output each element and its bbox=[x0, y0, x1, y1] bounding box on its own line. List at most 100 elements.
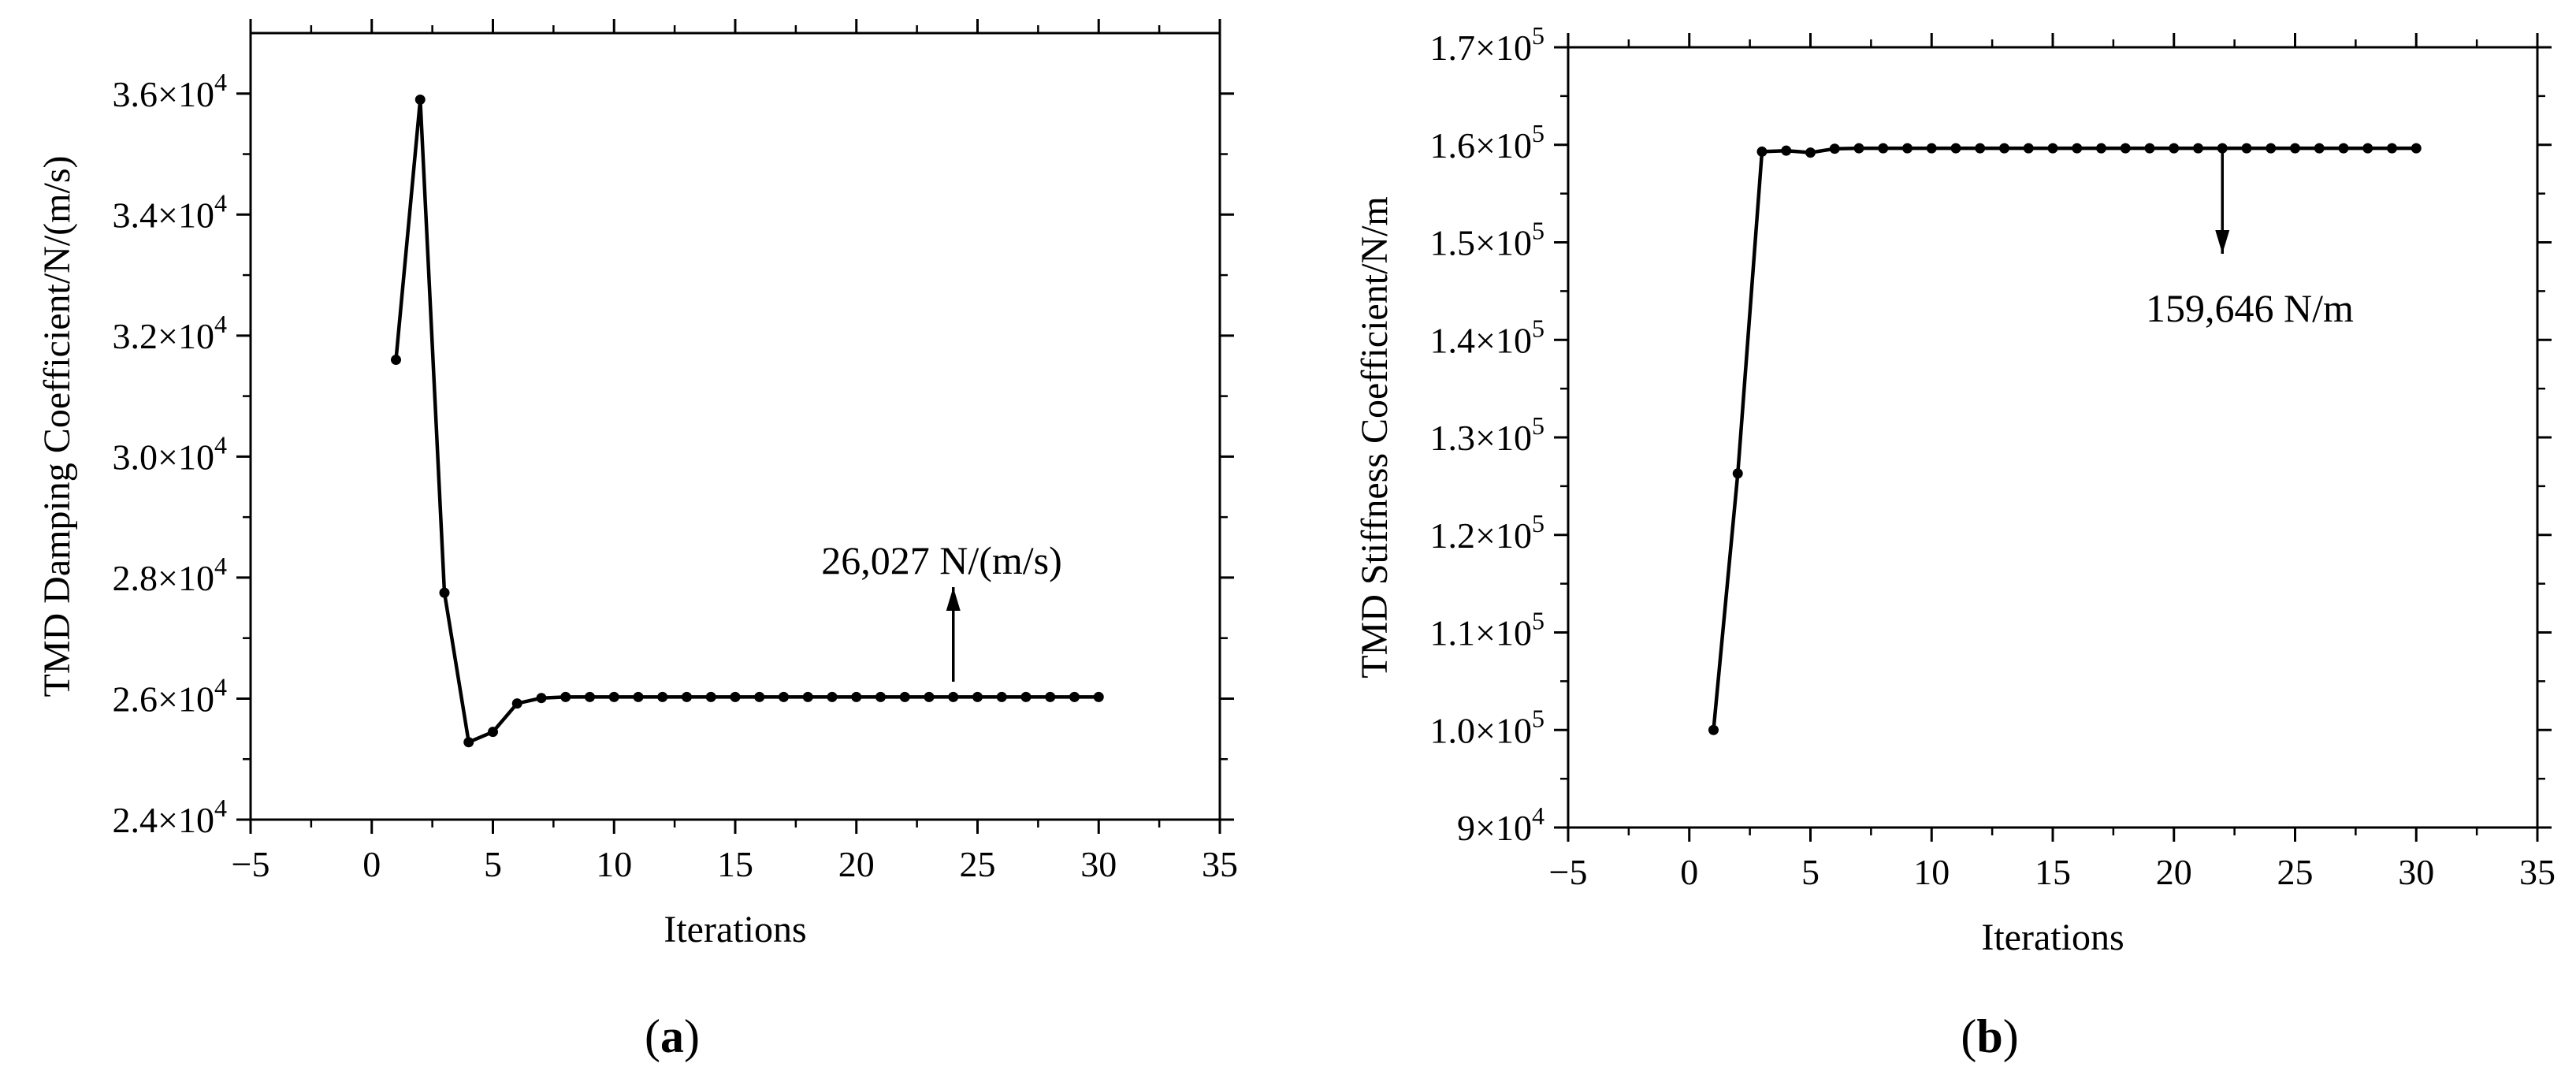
y-tick-mantissa: 2.6×10 bbox=[113, 679, 214, 719]
y-tick-label: 1.1×105 bbox=[1430, 607, 1544, 653]
x-tick-label: 5 bbox=[1801, 852, 1820, 892]
x-tick-label: 0 bbox=[1680, 852, 1698, 892]
data-point bbox=[1708, 724, 1719, 735]
series-line bbox=[394, 98, 1099, 744]
data-point bbox=[488, 727, 498, 738]
y-tick-exponent: 5 bbox=[1532, 411, 1544, 440]
x-tick-label: −5 bbox=[232, 844, 270, 884]
y-tick-exponent: 4 bbox=[1532, 801, 1544, 830]
data-point bbox=[875, 691, 886, 702]
x-tick-label: 5 bbox=[484, 844, 502, 884]
data-point bbox=[560, 691, 571, 702]
y-tick-exponent: 4 bbox=[214, 188, 227, 217]
y-tick-mantissa: 1.1×10 bbox=[1430, 613, 1532, 653]
data-point bbox=[391, 355, 401, 366]
y-axis-label: TMD Stiffness Coefficient/N/m bbox=[1354, 196, 1396, 679]
data-point bbox=[1045, 691, 1056, 702]
data-point bbox=[1020, 691, 1032, 702]
data-point bbox=[585, 691, 595, 702]
data-point bbox=[2266, 143, 2277, 154]
data-point bbox=[1093, 691, 1104, 702]
data-point bbox=[608, 691, 619, 702]
data-point bbox=[1878, 143, 1889, 154]
data-point bbox=[1926, 143, 1937, 154]
x-tick-label: 10 bbox=[596, 844, 632, 884]
data-point bbox=[2072, 143, 2083, 154]
annotation-label: 159,646 N/m bbox=[2146, 286, 2354, 330]
y-tick-label: 9×104 bbox=[1457, 801, 1544, 848]
data-point bbox=[2387, 143, 2397, 154]
y-tick-exponent: 4 bbox=[214, 310, 227, 338]
y-tick-mantissa: 2.8×10 bbox=[113, 558, 214, 598]
y-tick-mantissa: 1.5×10 bbox=[1430, 223, 1532, 263]
panel-label-part: ) bbox=[2003, 1010, 2019, 1062]
data-point bbox=[2169, 143, 2180, 154]
data-point bbox=[924, 691, 935, 702]
data-point bbox=[851, 691, 862, 702]
y-tick-label: 1.3×105 bbox=[1430, 411, 1544, 458]
y-tick-exponent: 5 bbox=[1532, 217, 1544, 245]
data-point bbox=[2023, 143, 2034, 154]
data-point bbox=[1975, 143, 1986, 154]
series-line bbox=[1712, 146, 2417, 731]
panel-label: (a) bbox=[645, 1010, 700, 1062]
data-point bbox=[633, 691, 644, 702]
data-point bbox=[1853, 143, 1864, 154]
y-tick-mantissa: 3.4×10 bbox=[113, 195, 214, 235]
data-point bbox=[2411, 143, 2422, 154]
annotation-label: 26,027 N/(m/s) bbox=[821, 538, 1062, 582]
data-point bbox=[2241, 143, 2252, 154]
y-tick-mantissa: 3.0×10 bbox=[113, 437, 214, 477]
data-point bbox=[2193, 143, 2203, 154]
y-tick-exponent: 4 bbox=[214, 552, 227, 580]
y-tick-exponent: 5 bbox=[1532, 21, 1544, 50]
x-tick-label: 35 bbox=[2519, 852, 2556, 892]
data-point bbox=[536, 693, 547, 704]
y-tick-label: 2.8×104 bbox=[113, 552, 227, 598]
y-tick-mantissa: 3.6×10 bbox=[113, 74, 214, 114]
x-tick-label: 10 bbox=[1913, 852, 1950, 892]
data-point bbox=[1756, 146, 1768, 157]
annotation-arrowhead bbox=[946, 587, 961, 611]
y-tick-exponent: 5 bbox=[1532, 607, 1544, 635]
x-tick-label: 35 bbox=[1202, 844, 1238, 884]
data-point bbox=[1781, 145, 1792, 156]
data-point bbox=[2290, 143, 2300, 154]
x-tick-label: 25 bbox=[2277, 852, 2314, 892]
x-tick-label: 30 bbox=[2398, 852, 2434, 892]
y-tick-label: 1.2×105 bbox=[1430, 509, 1544, 556]
chart-panel-b: −5 0 5 10 15 20 25 30 359×1041.0×1051.1×1051.2×1… bbox=[1354, 21, 2556, 1062]
y-tick-mantissa: 1.6×10 bbox=[1430, 125, 1532, 166]
data-point bbox=[1950, 143, 1961, 154]
x-tick-label: 15 bbox=[717, 844, 753, 884]
data-point bbox=[2120, 143, 2131, 154]
data-point bbox=[1829, 143, 1840, 154]
data-point bbox=[827, 691, 838, 702]
y-tick-mantissa: 1.2×10 bbox=[1430, 515, 1532, 556]
panel-label-part: b bbox=[1976, 1010, 2002, 1062]
x-tick-label: 25 bbox=[960, 844, 996, 884]
data-point bbox=[2338, 143, 2349, 154]
panel-label-part: ( bbox=[1961, 1010, 1976, 1062]
x-tick-label: −5 bbox=[1549, 852, 1588, 892]
y-tick-exponent: 4 bbox=[214, 68, 227, 96]
x-tick-label: 0 bbox=[362, 844, 381, 884]
x-tick-label: 20 bbox=[2156, 852, 2192, 892]
y-tick-mantissa: 1.7×10 bbox=[1430, 28, 1532, 68]
y-tick-label: 2.6×104 bbox=[113, 672, 227, 719]
panel-label-part: a bbox=[660, 1010, 684, 1062]
y-tick-label: 1.5×105 bbox=[1430, 217, 1544, 263]
x-tick-label: 20 bbox=[838, 844, 875, 884]
data-point bbox=[705, 691, 716, 702]
panel-label: (b) bbox=[1961, 1010, 2018, 1062]
x-tick-label: 30 bbox=[1080, 844, 1117, 884]
y-tick-label: 2.4×104 bbox=[113, 794, 227, 840]
y-tick-mantissa: 2.4×10 bbox=[113, 800, 214, 840]
data-point bbox=[2096, 143, 2106, 154]
data-point bbox=[779, 691, 789, 702]
y-tick-mantissa: 1.4×10 bbox=[1430, 320, 1532, 360]
panel-label-part: ( bbox=[645, 1010, 660, 1062]
data-point bbox=[463, 737, 474, 748]
